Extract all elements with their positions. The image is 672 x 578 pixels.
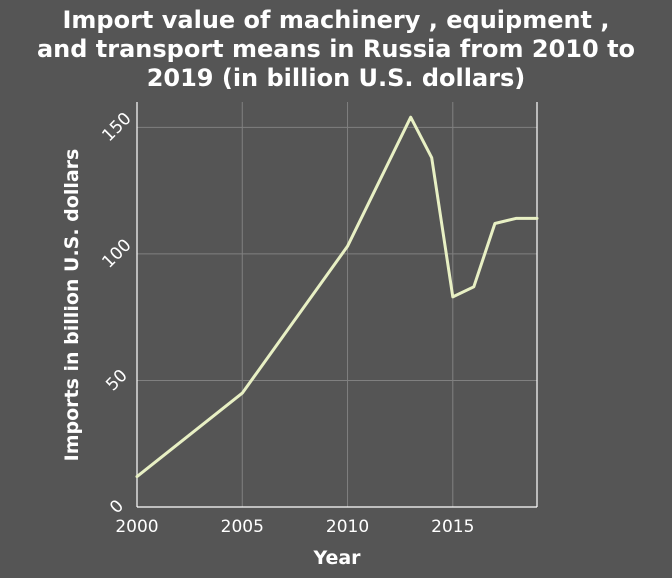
- chart-title-line-3: 2019 (in billion U.S. dollars): [146, 64, 526, 92]
- chart-title: Import value of machinery , equipment , …: [0, 6, 672, 93]
- series-line: [135, 115, 539, 479]
- chart-title-line-2: and transport means in Russia from 2010 …: [36, 35, 636, 63]
- y-axis-label: Imports in billion U.S. dollars: [61, 149, 83, 462]
- series-group: [135, 115, 539, 479]
- y-tick-label: 100: [98, 235, 135, 272]
- y-tick-label: 0: [106, 496, 128, 518]
- grid-lines: [137, 102, 537, 507]
- x-axis-ticks: 2000 2005 2010 2015: [115, 517, 474, 537]
- plot-frame: [136, 102, 538, 508]
- x-tick-label: 2000: [115, 517, 158, 537]
- x-tick-label: 2015: [431, 517, 474, 537]
- y-tick-label: 50: [102, 366, 131, 395]
- y-axis-ticks: 0 50 100 150: [98, 109, 135, 518]
- y-tick-label: 150: [98, 109, 135, 146]
- x-axis-label: Year: [312, 547, 361, 569]
- x-tick-label: 2005: [221, 517, 264, 537]
- chart-title-line-1: Import value of machinery , equipment ,: [62, 6, 610, 34]
- x-tick-label: 2010: [326, 517, 369, 537]
